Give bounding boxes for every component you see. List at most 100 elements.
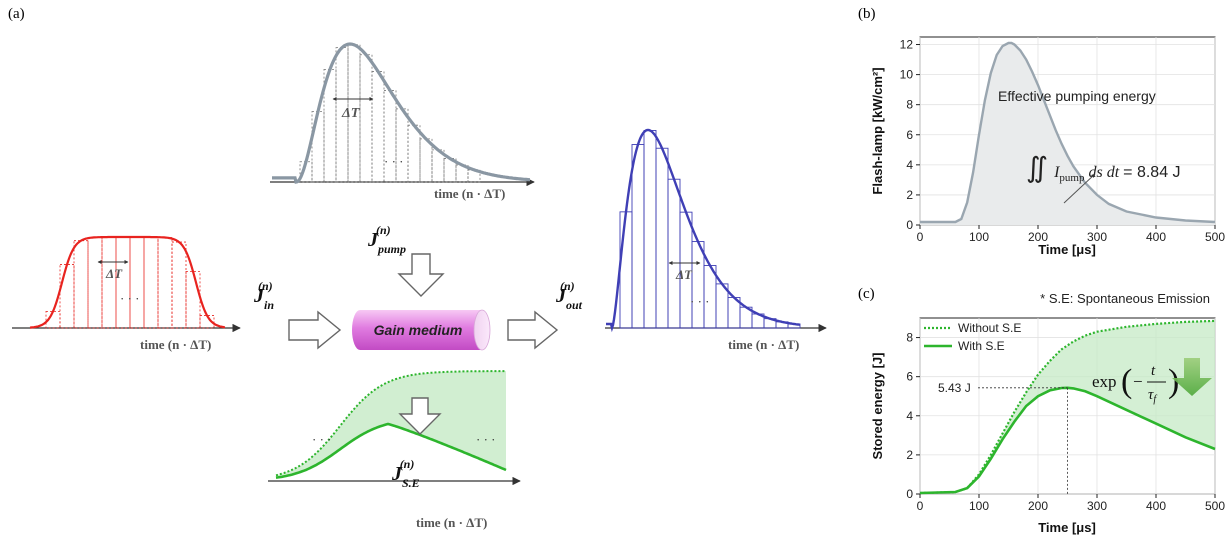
chart-c-legend: Without S.E With S.E (924, 321, 1021, 353)
se-time-label: time (n · ΔT) (416, 515, 487, 530)
input-bar (199, 315, 215, 329)
input-to-gain-arrow (288, 310, 342, 350)
output-pulse-plot: ΔT · · · time (n · ΔT) (605, 128, 827, 352)
j-in-label: Jin(n) (253, 279, 274, 312)
chart-b-annotation: Effective pumping energy (998, 88, 1156, 104)
input-bar (45, 310, 61, 329)
pump-to-gain-arrow (397, 253, 445, 297)
legend-with-se-label: With S.E (958, 339, 1005, 353)
input-bar (171, 241, 187, 329)
pump-pulse-curve (272, 42, 530, 184)
output-bar (619, 211, 633, 329)
j-pump-label: Jpump(n) (367, 223, 406, 256)
x-tick-label: 0 (917, 499, 924, 513)
chart-c-xlabel: Time [μs] (1038, 520, 1096, 535)
x-tick-label: 500 (1205, 499, 1225, 513)
input-bar (185, 270, 201, 329)
pump-pulse-plot: ΔT · · · time (n · ΔT) (270, 42, 535, 201)
y-tick-label: 0 (906, 487, 913, 501)
output-bar (667, 178, 681, 329)
x-tick-label: 100 (969, 230, 989, 244)
x-tick-label: 400 (1146, 499, 1166, 513)
chart-b-line (920, 41, 1216, 224)
gain-medium-label: Gain medium (374, 322, 463, 338)
gain-medium-body (360, 310, 482, 350)
panel-label-b: (b) (858, 6, 876, 22)
pump-bar (311, 111, 325, 183)
pump-bar (419, 138, 433, 183)
pump-time-label: time (n · ΔT) (434, 186, 505, 201)
input-bar (115, 236, 131, 329)
y-tick-label: 2 (906, 448, 913, 462)
chart-c-title: * S.E: Spontaneous Emission (1040, 291, 1210, 306)
decay-down-arrow (1172, 358, 1212, 396)
gain-medium-cylinder: Gain medium (352, 309, 491, 351)
input-bar (59, 264, 75, 329)
x-tick-label: 300 (1087, 499, 1107, 513)
se-with-curve (275, 422, 507, 479)
legend-without-se-label: Without S.E (958, 321, 1021, 335)
chart-b-equation: ∬ Ipump ds dt = 8.84 J (1026, 153, 1181, 184)
output-dots: · · · (690, 294, 710, 309)
pump-delta-label: ΔT (341, 106, 361, 121)
output-pulse-curve (606, 128, 801, 333)
chart-b: 0 100 200 300 400 500 0 2 4 6 8 10 12 Time [μs] Flas… (870, 36, 1226, 257)
panel-label-c: (c) (858, 286, 875, 302)
output-bar (643, 130, 657, 329)
gain-medium-left-cap (352, 310, 368, 350)
pump-dots: · · · (384, 154, 404, 169)
pump-bar (407, 124, 421, 183)
y-tick-label: 0 (906, 218, 913, 232)
x-tick-label: 200 (1028, 230, 1048, 244)
chart-b-ylabel: Flash-lamp [kW/cm²] (870, 67, 885, 194)
input-bar (157, 237, 173, 329)
x-tick-label: 200 (1028, 499, 1048, 513)
decay-denominator: τf (1148, 387, 1157, 405)
input-pulse-plot: ΔT · · · time (n · ΔT) (12, 235, 241, 352)
se-down-arrow (398, 397, 442, 435)
se-plot: · · · · · · time (n · ΔT) (268, 370, 521, 530)
pump-bar (371, 71, 385, 183)
chart-c-marker-label: 5.43 J (938, 381, 971, 395)
decay-right-paren: ) (1168, 363, 1179, 400)
j-se-label: JS.E(n) (391, 457, 420, 490)
x-tick-label: 400 (1146, 230, 1166, 244)
input-bar (101, 236, 117, 329)
output-bar (631, 144, 645, 329)
decay-left-paren: ( (1121, 363, 1132, 400)
y-tick-label: 10 (900, 68, 914, 82)
chart-c-decay-expression: exp ( − t τf ) (1092, 358, 1212, 405)
chart-c-ticks: 0 100 200 300 400 500 0 2 4 6 8 (906, 331, 1225, 513)
decay-minus: − (1133, 372, 1143, 391)
chart-b-xlabel: Time [μs] (1038, 242, 1096, 257)
input-bar (129, 236, 145, 329)
decay-numerator: t (1151, 363, 1156, 379)
input-bar (87, 236, 103, 329)
input-histogram (45, 236, 215, 329)
y-tick-label: 2 (906, 188, 913, 202)
gain-to-output-arrow (507, 310, 559, 350)
x-tick-label: 100 (969, 499, 989, 513)
se-dots-left: · · · (312, 432, 332, 447)
y-tick-label: 6 (906, 128, 913, 142)
input-bar (73, 240, 89, 329)
chart-b-ticks: 0 100 200 300 400 500 0 2 4 6 8 10 12 (900, 38, 1226, 244)
output-histogram (619, 130, 801, 329)
y-tick-label: 6 (906, 370, 913, 384)
pump-bar (359, 54, 373, 183)
x-tick-label: 300 (1087, 230, 1107, 244)
output-bar (655, 147, 669, 329)
output-delta-label: ΔT (675, 267, 693, 282)
chart-c-with-se-line (919, 386, 1216, 495)
input-dots: · · · (120, 291, 140, 306)
chart-b-pointer-arrow (1063, 173, 1096, 204)
panel-label-a: (a) (8, 6, 25, 22)
chart-c: * S.E: Spontaneous Emission 5.43 J 0 100 2… (870, 291, 1225, 535)
y-tick-label: 4 (906, 409, 913, 423)
y-tick-label: 8 (906, 331, 913, 345)
input-bar (143, 236, 159, 329)
chart-b-area (920, 43, 1215, 225)
y-tick-label: 4 (906, 158, 913, 172)
x-tick-label: 0 (917, 230, 924, 244)
decay-exp-text: exp (1092, 372, 1117, 391)
